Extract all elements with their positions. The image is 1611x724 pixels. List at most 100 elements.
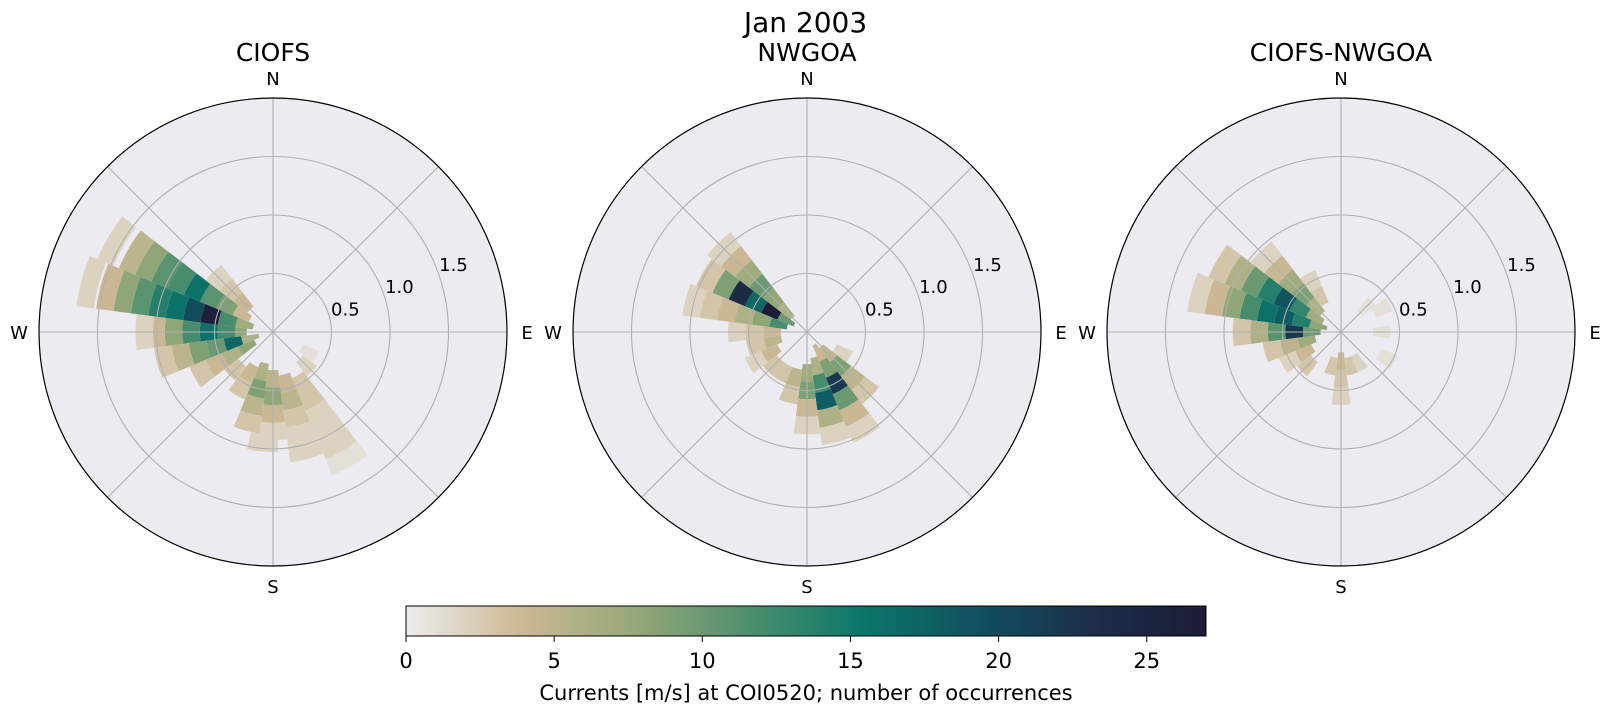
heat-bin — [285, 421, 317, 446]
heat-bin — [817, 404, 844, 428]
polar-frame — [38, 97, 508, 567]
heat-bin — [1273, 287, 1297, 311]
heat-bin — [247, 431, 279, 452]
heat-bin — [734, 304, 756, 325]
heat-bin — [240, 394, 265, 417]
polar-panel-ciofs-nwgoa: 0.5 1.0 1.5 N E S W CIOFS-NWGOA — [1078, 38, 1601, 598]
heat-bin — [769, 317, 789, 330]
polar-frame — [1106, 97, 1576, 567]
heat-bin — [1297, 335, 1317, 349]
colorbar-gradient — [405, 605, 1207, 637]
direction-label-e: E — [1055, 323, 1066, 344]
heat-bin — [819, 421, 851, 446]
angular-gridline — [107, 166, 274, 333]
heat-bin — [1262, 340, 1285, 363]
colorbar-tick-label: 25 — [1133, 649, 1160, 673]
angular-gridline — [806, 331, 973, 498]
heat-bin — [1241, 266, 1270, 298]
heat-bin — [305, 399, 336, 427]
heat-bin — [1257, 276, 1283, 305]
colorbar-tick-label: 0 — [399, 649, 412, 673]
heat-bin — [846, 413, 881, 443]
heat-bin — [832, 385, 859, 411]
heat-bin — [839, 399, 870, 427]
heat-bin — [235, 317, 255, 330]
heat-bin — [151, 251, 183, 289]
heat-bin — [97, 216, 137, 266]
heat-bin — [712, 269, 740, 300]
heat-bin — [167, 262, 197, 296]
heat-bin — [325, 441, 368, 476]
heat-bin — [200, 283, 225, 309]
angular-gridline — [1340, 166, 1507, 333]
heat-bin — [779, 383, 800, 405]
heat-bin — [253, 361, 269, 382]
panel-title: CIOFS — [236, 38, 310, 67]
heat-bin — [1351, 352, 1368, 373]
heat-bin — [1310, 286, 1329, 307]
angular-gridline — [641, 166, 808, 333]
radial-tick-label: 0.5 — [1399, 300, 1428, 321]
heat-bin — [761, 301, 782, 320]
radial-tick-label: 1.5 — [973, 255, 1002, 276]
heat-bin — [130, 277, 157, 316]
heat-bin — [281, 388, 304, 411]
angular-gridline — [1175, 166, 1342, 333]
heat-bin — [239, 362, 259, 384]
heat-bin — [223, 336, 244, 352]
heat-bin — [1256, 299, 1279, 324]
heat-bin — [751, 310, 772, 328]
direction-label-s: S — [1335, 577, 1346, 598]
heat-bin — [287, 437, 324, 463]
radial-tick-label: 0.5 — [331, 300, 360, 321]
heat-bin — [819, 357, 838, 378]
figure-title: Jan 2003 — [743, 6, 868, 39]
radial-tick-label: 1.0 — [385, 277, 414, 298]
heat-bin — [189, 359, 215, 388]
heat-bin — [200, 304, 222, 325]
heat-bin — [118, 230, 155, 275]
heat-bin — [1295, 344, 1316, 363]
polar-panel-ciofs: 0.5 1.0 1.5 N E S W CIOFS — [10, 38, 533, 598]
heat-bin — [135, 241, 169, 282]
direction-label-n: N — [1334, 69, 1347, 90]
colorbar: 0 5 10 15 20 25 Currents [m/s] at COI0520; num… — [399, 605, 1207, 705]
colorbar-label: Currents [m/s] at COI0520; number of occ… — [539, 681, 1072, 705]
direction-label-w: W — [544, 323, 562, 344]
heat-bin — [183, 273, 211, 302]
heat-bin — [815, 388, 838, 411]
heat-bin — [232, 305, 253, 322]
heat-bin — [832, 344, 853, 363]
heat-bin — [785, 367, 803, 388]
colorbar-tick-label: 5 — [547, 649, 560, 673]
heat-bin — [171, 343, 195, 372]
heat-bin — [773, 362, 793, 384]
heat-bin — [763, 335, 783, 349]
heat-bin — [96, 263, 125, 312]
heat-bin — [728, 280, 754, 307]
heat-bin — [216, 294, 239, 316]
angular-gridline — [272, 331, 439, 498]
colorbar-tick-label: 15 — [837, 649, 864, 673]
panel-title: CIOFS-NWGOA — [1250, 38, 1432, 67]
heat-bin — [298, 385, 325, 411]
heat-bin — [183, 297, 206, 323]
heat-bin — [221, 346, 243, 366]
heat-bin — [237, 339, 257, 356]
heat-bin — [1291, 312, 1312, 328]
direction-label-s: S — [267, 577, 278, 598]
panel-title: NWGOA — [757, 38, 856, 67]
direction-label-n: N — [266, 69, 279, 90]
heat-bin — [233, 410, 262, 434]
angular-gridline — [1340, 331, 1507, 498]
heat-bin — [717, 297, 740, 323]
heat-bin — [1239, 292, 1263, 321]
radial-tick-label: 1.0 — [1453, 277, 1482, 298]
heat-bin — [1309, 319, 1328, 331]
heat-bin — [76, 256, 106, 309]
heat-bin — [1208, 244, 1242, 284]
radial-tick-label: 1.5 — [1507, 255, 1536, 276]
heat-bin — [1222, 286, 1247, 319]
heat-bin — [318, 427, 357, 460]
